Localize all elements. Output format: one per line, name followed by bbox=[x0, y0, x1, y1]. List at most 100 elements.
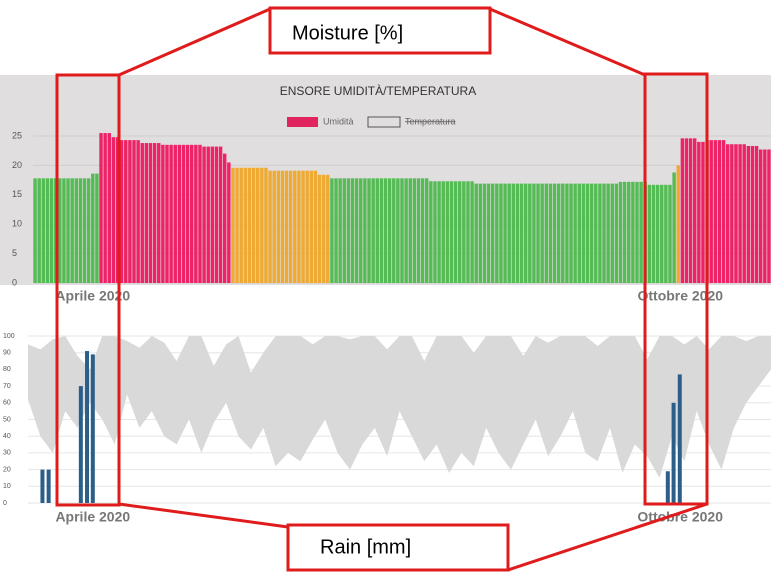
moisture-bar bbox=[697, 141, 701, 283]
x-tick-label: Aprile 2020 bbox=[55, 288, 130, 304]
rain-bar bbox=[46, 469, 51, 503]
moisture-bar bbox=[717, 140, 722, 283]
moisture-bar bbox=[437, 181, 441, 283]
moisture-bar bbox=[136, 140, 140, 283]
legend-label: Umidità bbox=[323, 116, 354, 126]
legend-label: Temperatura bbox=[405, 116, 456, 126]
temperature-band bbox=[28, 336, 771, 478]
moisture-bar bbox=[58, 178, 62, 283]
moisture-bar bbox=[280, 170, 285, 283]
moisture-bar bbox=[684, 138, 689, 283]
moisture-bar bbox=[725, 144, 730, 283]
moisture-bar bbox=[573, 183, 577, 283]
moisture-bar bbox=[458, 181, 462, 283]
y-tick-label: 30 bbox=[3, 450, 11, 457]
annotation-frames bbox=[55, 6, 709, 572]
moisture-bar bbox=[474, 183, 478, 283]
moisture-bar bbox=[602, 183, 606, 283]
moisture-bar bbox=[367, 178, 371, 283]
moisture-bar bbox=[235, 167, 239, 283]
moisture-bar bbox=[74, 178, 79, 283]
moisture-bar bbox=[338, 178, 342, 283]
moisture-bar bbox=[552, 183, 557, 283]
moisture-bar bbox=[194, 144, 198, 283]
moisture-bar bbox=[561, 183, 565, 283]
moisture-bar bbox=[152, 143, 157, 283]
moisture-bar bbox=[148, 143, 153, 283]
y-tick-label: 0 bbox=[3, 500, 7, 507]
moisture-bar bbox=[647, 184, 652, 283]
y-tick-label: 50 bbox=[3, 416, 11, 423]
moisture-bar bbox=[206, 146, 210, 283]
moisture-bar bbox=[639, 181, 643, 283]
x-tick-label: Aprile 2020 bbox=[55, 509, 130, 525]
y-tick-label: 5 bbox=[12, 248, 17, 258]
rain-bar bbox=[665, 471, 670, 503]
moisture-bar bbox=[86, 178, 91, 283]
moisture-bar bbox=[247, 167, 252, 283]
moisture-bar bbox=[453, 181, 458, 283]
moisture-bar bbox=[746, 145, 751, 283]
rain-bar bbox=[40, 469, 45, 503]
moisture-bar bbox=[478, 183, 483, 283]
rain-bar bbox=[677, 374, 682, 503]
y-tick-label: 0 bbox=[12, 277, 17, 287]
moisture-bar bbox=[688, 138, 693, 283]
moisture-bar bbox=[655, 184, 660, 283]
moisture-bar bbox=[445, 181, 450, 283]
moisture-bar bbox=[190, 144, 194, 283]
moisture-bar bbox=[519, 183, 524, 283]
rain-bar bbox=[78, 386, 83, 503]
moisture-bar bbox=[420, 178, 425, 283]
moisture-bar bbox=[227, 162, 231, 283]
moisture-bar bbox=[91, 173, 95, 283]
moisture-bar bbox=[169, 144, 173, 283]
moisture-bar bbox=[606, 183, 610, 283]
connector bbox=[118, 502, 289, 529]
y-tick-label: 80 bbox=[3, 366, 11, 373]
moisture-bar bbox=[482, 183, 487, 283]
moisture-bar bbox=[251, 167, 256, 283]
moisture-bar bbox=[721, 140, 726, 283]
moisture-bar bbox=[490, 183, 495, 283]
moisture-bar bbox=[177, 144, 182, 283]
moisture-bar bbox=[264, 167, 268, 283]
moisture-bar bbox=[408, 178, 412, 283]
moisture-bar bbox=[556, 183, 561, 283]
moisture-bar bbox=[515, 183, 520, 283]
moisture-chart: 0 5 10 15 20 25 Aprile 2020 Ottobre 2020 bbox=[12, 130, 771, 304]
moisture-bar bbox=[124, 140, 128, 283]
moisture-bar bbox=[157, 143, 161, 283]
moisture-bar bbox=[173, 144, 177, 283]
moisture-bar bbox=[528, 183, 532, 283]
moisture-bar bbox=[742, 144, 746, 283]
moisture-bar bbox=[569, 183, 573, 283]
rain-bar bbox=[90, 354, 95, 503]
moisture-bar bbox=[284, 170, 289, 283]
moisture-bar bbox=[627, 181, 631, 283]
moisture-bar bbox=[631, 181, 635, 283]
moisture-bar bbox=[668, 184, 672, 283]
moisture-bar bbox=[260, 167, 264, 283]
moisture-bar bbox=[581, 183, 586, 283]
moisture-bar bbox=[198, 144, 202, 283]
moisture-bar bbox=[144, 143, 149, 283]
moisture-bar bbox=[425, 178, 429, 283]
moisture-bar bbox=[33, 178, 37, 283]
moisture-bar bbox=[119, 140, 124, 283]
moisture-bar bbox=[462, 181, 466, 283]
moisture-bar bbox=[239, 167, 243, 283]
moisture-bar bbox=[589, 183, 594, 283]
moisture-bar bbox=[297, 170, 301, 283]
moisture-bar bbox=[95, 173, 99, 283]
moisture-bar bbox=[680, 138, 685, 283]
moisture-bar bbox=[66, 178, 70, 283]
moisture-bar bbox=[709, 140, 713, 283]
moisture-bar bbox=[523, 183, 528, 283]
moisture-bar bbox=[495, 183, 499, 283]
annotation: Moisture [%] bbox=[292, 22, 403, 44]
moisture-bar bbox=[565, 183, 569, 283]
moisture-bar bbox=[317, 174, 322, 283]
moisture-bar bbox=[231, 167, 235, 283]
moisture-bar bbox=[532, 183, 536, 283]
